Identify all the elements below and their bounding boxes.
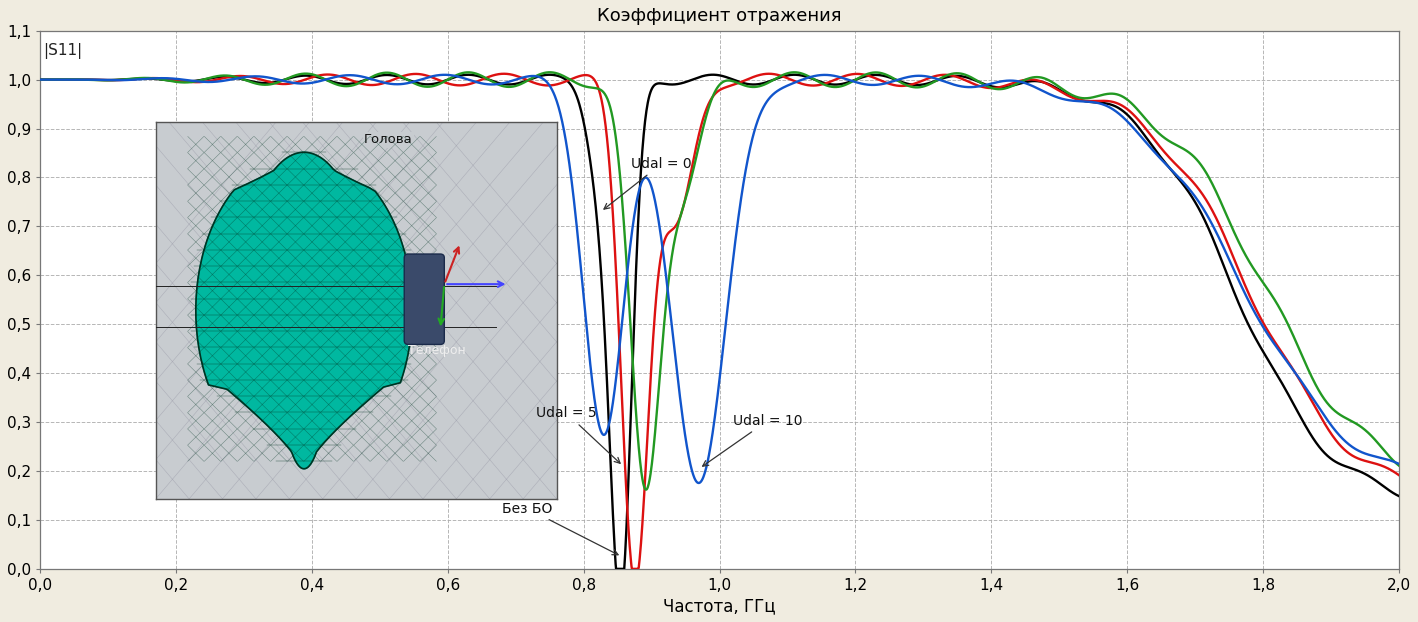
X-axis label: Частота, ГГц: Частота, ГГц	[664, 597, 776, 615]
Text: Udal = 0: Udal = 0	[604, 157, 692, 209]
Text: Udal = 5: Udal = 5	[536, 406, 620, 463]
Text: |S11|: |S11|	[44, 43, 82, 59]
Text: Udal = 10: Udal = 10	[703, 414, 803, 466]
Title: Коэффициент отражения: Коэффициент отражения	[597, 7, 842, 25]
Text: Без БО: Без БО	[502, 501, 618, 555]
